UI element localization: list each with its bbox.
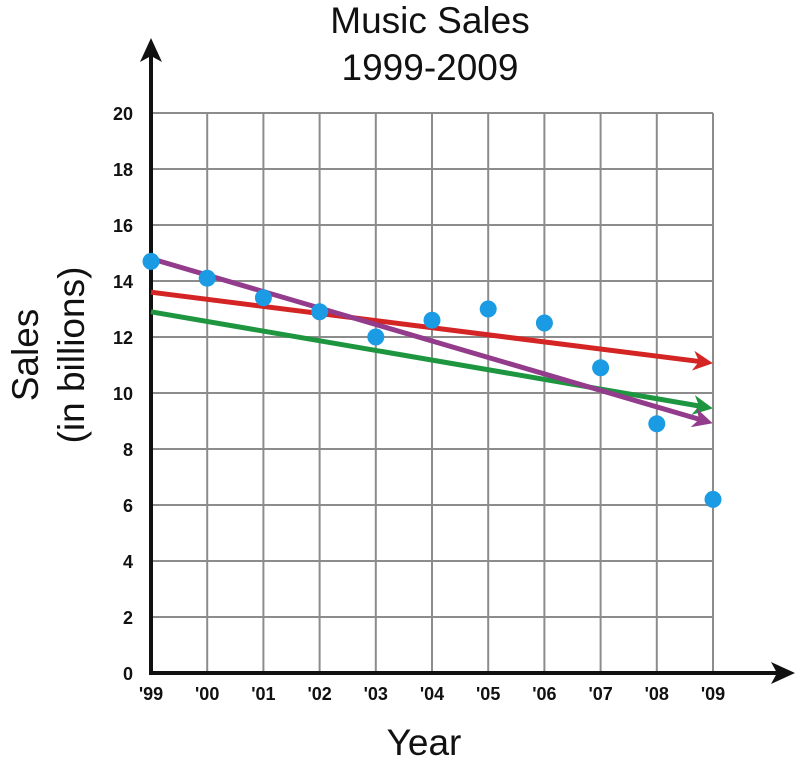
x-tick-label: '08: [645, 684, 669, 704]
y-tick-label: 16: [113, 216, 133, 236]
data-point: [648, 415, 666, 433]
y-tick-label: 12: [113, 328, 133, 348]
x-tick-label: '00: [195, 684, 219, 704]
y-tick-label: 0: [123, 664, 133, 684]
x-tick-labels: '99 '00 '01 '02 '03 '04 '05 '06 '07 '08 '09: [139, 684, 725, 704]
y-axis-arrow-icon: [140, 38, 162, 62]
data-point: [254, 289, 272, 307]
x-tick-label: '09: [701, 684, 725, 704]
data-point: [592, 359, 610, 377]
x-tick-label: '02: [307, 684, 331, 704]
y-tick-labels: 0 2 4 6 8 10 12 14 16 18 20: [113, 104, 133, 684]
data-point: [198, 269, 216, 287]
y-tick-label: 8: [123, 440, 133, 460]
x-tick-label: '06: [532, 684, 556, 704]
x-tick-label: '01: [251, 684, 275, 704]
data-point: [535, 314, 553, 332]
data-point: [479, 300, 497, 318]
y-tick-label: 2: [123, 608, 133, 628]
data-point: [142, 252, 160, 270]
data-point: [423, 311, 441, 329]
y-tick-label: 18: [113, 160, 133, 180]
x-tick-label: '99: [139, 684, 163, 704]
chart-subtitle: 1999-2009: [342, 47, 519, 88]
y-tick-label: 6: [123, 496, 133, 516]
y-axis-label-line2: (in billions): [51, 267, 92, 444]
x-tick-label: '04: [420, 684, 444, 704]
grid: [151, 112, 714, 673]
y-tick-label: 4: [123, 552, 133, 572]
x-tick-label: '03: [364, 684, 388, 704]
y-tick-label: 20: [113, 104, 133, 124]
y-tick-label: 14: [113, 272, 133, 292]
trend-line: [150, 309, 713, 415]
chart-title: Music Sales: [330, 0, 529, 41]
x-tick-label: '05: [476, 684, 500, 704]
x-axis-label: Year: [387, 722, 462, 760]
data-point: [704, 490, 722, 508]
trend-line: [150, 256, 713, 428]
data-points: [142, 252, 722, 508]
trend-lines: [150, 256, 713, 428]
data-point: [311, 303, 329, 321]
x-axis-arrow-icon: [771, 662, 795, 684]
y-axis-label-line1: Sales: [5, 309, 46, 402]
data-point: [367, 328, 385, 346]
x-tick-label: '07: [588, 684, 612, 704]
y-tick-label: 10: [113, 384, 133, 404]
